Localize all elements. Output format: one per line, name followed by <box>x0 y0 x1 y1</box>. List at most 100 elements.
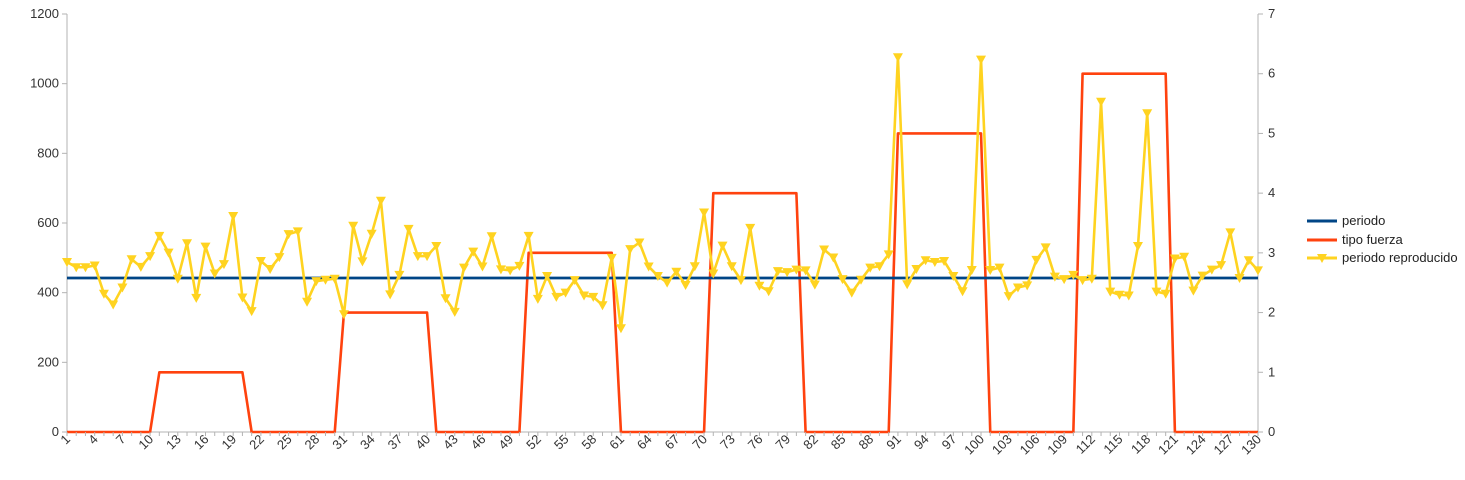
data-point-periodo-reproducido <box>108 300 119 310</box>
x-tick-label: 43 <box>440 432 461 453</box>
x-tick-label: 97 <box>939 432 960 453</box>
x-tick-label: 25 <box>274 432 295 453</box>
data-point-periodo-reproducido <box>782 268 793 278</box>
data-point-periodo-reproducido <box>1031 255 1042 265</box>
data-point-periodo-reproducido <box>505 266 516 276</box>
data-point-periodo-reproducido <box>495 265 506 275</box>
right-axis-ticks: 0 1 2 3 4 5 6 7 <box>1258 6 1275 439</box>
legend-marker <box>1317 254 1327 263</box>
x-tick-label: 106 <box>1017 432 1043 458</box>
data-point-periodo-reproducido <box>800 266 811 276</box>
data-point-periodo-reproducido <box>1040 243 1051 253</box>
x-axis-ticks: 1 4 7 10 13 16 19 22 25 28 31 34 37 40 43 46 49 52 55 58 61 6… <box>57 432 1264 458</box>
data-point-periodo-reproducido <box>745 223 756 233</box>
x-tick-label: 34 <box>357 432 378 453</box>
x-tick-label: 94 <box>911 432 932 453</box>
data-point-periodo-reproducido <box>154 231 165 241</box>
data-point-periodo-reproducido <box>1216 261 1227 271</box>
data-point-periodo-reproducido <box>551 292 562 302</box>
right-tick-label: 7 <box>1268 6 1275 21</box>
data-point-periodo-reproducido <box>1022 281 1033 291</box>
data-point-periodo-reproducido <box>71 263 82 273</box>
data-point-periodo-reproducido <box>145 252 156 262</box>
data-point-periodo-reproducido <box>615 324 626 334</box>
data-point-periodo-reproducido <box>588 292 599 302</box>
data-point-periodo-reproducido <box>966 266 977 276</box>
data-point-periodo-reproducido <box>1068 270 1079 280</box>
x-tick-label: 46 <box>468 432 489 453</box>
x-tick-label: 10 <box>135 432 156 453</box>
data-point-periodo-reproducido <box>477 262 488 272</box>
x-tick-label: 67 <box>662 432 683 453</box>
data-point-periodo-reproducido <box>579 291 590 301</box>
data-point-periodo-reproducido <box>717 241 728 251</box>
x-tick-label: 28 <box>302 432 323 453</box>
data-point-periodo-reproducido <box>532 294 543 304</box>
data-point-periodo-reproducido <box>468 247 479 257</box>
data-point-periodo-reproducido <box>385 290 396 300</box>
x-tick-label: 13 <box>163 432 184 453</box>
data-point-periodo-reproducido <box>809 280 820 290</box>
x-tick-label: 127 <box>1210 432 1236 458</box>
x-tick-label: 79 <box>772 432 793 453</box>
data-point-periodo-reproducido <box>634 238 645 248</box>
data-point-periodo-reproducido <box>209 269 220 279</box>
data-point-periodo-reproducido <box>689 262 700 272</box>
x-tick-label: 37 <box>385 432 406 453</box>
right-tick-label: 0 <box>1268 424 1275 439</box>
x-tick-label: 4 <box>85 432 101 448</box>
right-tick-label: 2 <box>1268 305 1275 320</box>
left-tick-label: 1200 <box>30 6 59 21</box>
data-point-periodo-reproducido <box>1003 292 1014 302</box>
series-tipo-fuerza <box>67 72 1258 434</box>
data-point-periodo-reproducido <box>412 252 423 262</box>
x-tick-label: 85 <box>828 432 849 453</box>
data-point-periodo-reproducido <box>1243 256 1254 266</box>
data-point-periodo-reproducido <box>911 264 922 274</box>
data-point-periodo-reproducido <box>939 256 950 266</box>
x-tick-label: 40 <box>412 432 433 453</box>
x-tick-label: 100 <box>961 432 987 458</box>
x-tick-label: 121 <box>1155 432 1181 458</box>
data-point-periodo-reproducido <box>985 266 996 276</box>
series-line-tipo-fuerza <box>67 72 1258 434</box>
data-point-periodo-reproducido <box>237 293 248 303</box>
x-tick-label: 1 <box>57 432 73 448</box>
data-point-periodo-reproducido <box>883 250 894 260</box>
x-tick-label: 82 <box>800 432 821 453</box>
data-point-periodo-reproducido <box>1234 274 1245 284</box>
data-point-periodo-reproducido <box>994 263 1005 273</box>
data-point-periodo-reproducido <box>329 274 340 284</box>
data-point-periodo-reproducido <box>569 276 580 286</box>
x-tick-label: 130 <box>1238 432 1264 458</box>
data-point-periodo-reproducido <box>98 289 109 299</box>
data-point-periodo-reproducido <box>874 262 885 272</box>
data-point-periodo-reproducido <box>320 275 331 285</box>
data-point-periodo-reproducido <box>1105 287 1116 297</box>
data-point-periodo-reproducido <box>1132 241 1143 251</box>
data-point-periodo-reproducido <box>846 288 857 298</box>
data-point-periodo-reproducido <box>837 275 848 285</box>
data-point-periodo-reproducido <box>929 258 940 268</box>
data-point-periodo-reproducido <box>726 262 737 272</box>
data-point-periodo-reproducido <box>754 281 765 291</box>
data-point-periodo-reproducido <box>902 280 913 290</box>
data-point-periodo-reproducido <box>735 276 746 286</box>
data-point-periodo-reproducido <box>292 227 303 237</box>
data-point-periodo-reproducido <box>1012 283 1023 293</box>
data-point-periodo-reproducido <box>274 253 285 263</box>
data-point-periodo-reproducido <box>191 293 202 303</box>
data-point-periodo-reproducido <box>255 256 266 266</box>
data-point-periodo-reproducido <box>652 271 663 281</box>
x-tick-label: 31 <box>329 432 350 453</box>
data-point-periodo-reproducido <box>514 261 525 271</box>
data-point-periodo-reproducido <box>1049 272 1060 282</box>
x-tick-label: 112 <box>1073 432 1098 457</box>
data-point-periodo-reproducido <box>606 253 617 263</box>
series-periodo-reproducido <box>62 53 1263 334</box>
data-point-periodo-reproducido <box>1206 265 1217 275</box>
data-point-periodo-reproducido <box>1188 286 1199 296</box>
x-tick-label: 124 <box>1183 432 1209 458</box>
data-point-periodo-reproducido <box>542 271 553 281</box>
